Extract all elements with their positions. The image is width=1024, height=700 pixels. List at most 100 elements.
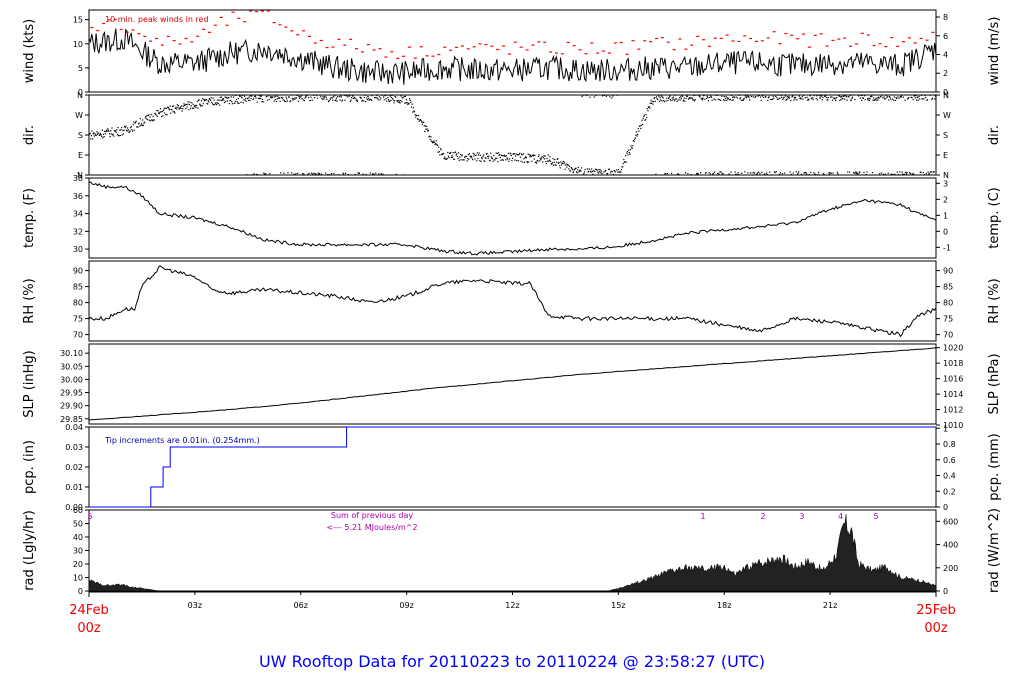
direction-point: [834, 98, 836, 100]
direction-point: [178, 108, 180, 110]
direction-point: [583, 171, 586, 173]
direction-point: [398, 99, 400, 102]
direction-point: [179, 106, 181, 108]
left-tick-label: 0.02: [65, 463, 83, 472]
direction-point: [769, 94, 771, 96]
direction-point: [140, 124, 142, 126]
direction-point: [458, 159, 460, 161]
direction-point: [459, 156, 461, 158]
left-axis-label: RH (%): [22, 278, 37, 323]
direction-point: [514, 159, 516, 161]
direction-point: [588, 170, 590, 172]
direction-point: [836, 97, 838, 99]
direction-point: [104, 133, 106, 135]
direction-point: [170, 112, 172, 114]
direction-point: [887, 96, 889, 98]
direction-point: [408, 103, 410, 105]
direction-point: [701, 97, 703, 100]
direction-point: [523, 158, 525, 160]
direction-point: [765, 96, 767, 98]
direction-point: [311, 99, 313, 101]
direction-point: [434, 144, 436, 146]
direction-point: [690, 174, 692, 176]
direction-point: [245, 100, 247, 102]
direction-point: [642, 117, 644, 120]
direction-point: [905, 173, 907, 175]
direction-point: [328, 101, 330, 103]
direction-point: [682, 100, 684, 102]
direction-point: [218, 99, 220, 101]
direction-point: [707, 100, 710, 102]
direction-point: [612, 173, 615, 176]
direction-point: [137, 126, 139, 128]
right-axis-label: pcp. (mm): [987, 433, 1002, 500]
direction-point: [785, 99, 787, 101]
left-tick-label: 36: [73, 192, 83, 201]
direction-point: [203, 98, 205, 101]
direction-point: [156, 115, 158, 117]
direction-point: [618, 171, 620, 173]
direction-point: [498, 154, 500, 156]
direction-point: [554, 158, 556, 161]
direction-point: [429, 135, 431, 137]
direction-point: [550, 160, 552, 162]
direction-point: [134, 122, 136, 124]
direction-point: [195, 106, 197, 109]
direction-point: [603, 171, 605, 173]
direction-point: [277, 95, 279, 97]
direction-point: [282, 99, 284, 101]
x-tick-label: 09z: [399, 601, 413, 610]
direction-point: [849, 94, 851, 97]
direction-point: [912, 98, 914, 101]
direction-point: [219, 96, 221, 98]
direction-point: [671, 97, 673, 99]
direction-point: [900, 95, 903, 97]
direction-point: [253, 98, 255, 100]
direction-point: [729, 99, 731, 101]
direction-point: [729, 98, 731, 101]
direction-point: [807, 99, 809, 101]
direction-point: [132, 130, 134, 132]
left-tick-label: 5: [78, 64, 83, 73]
direction-point: [712, 173, 714, 175]
direction-point: [406, 102, 408, 104]
direction-point: [619, 171, 621, 173]
direction-point: [632, 140, 635, 142]
direction-point: [576, 172, 578, 174]
direction-point: [861, 99, 863, 101]
direction-point: [456, 155, 458, 158]
direction-point: [839, 96, 841, 98]
direction-point: [99, 133, 102, 135]
direction-point: [234, 100, 236, 102]
hour-marker: 1: [701, 512, 706, 521]
direction-point: [487, 157, 489, 159]
direction-point: [531, 155, 534, 157]
direction-point: [743, 98, 745, 100]
direction-point: [914, 95, 916, 97]
direction-point: [155, 114, 157, 116]
right-axis-label: RH (%): [987, 278, 1002, 323]
precip-step-line: [89, 426, 936, 508]
direction-point: [142, 124, 144, 126]
direction-point: [247, 97, 249, 99]
direction-point: [796, 99, 798, 101]
direction-point: [375, 172, 377, 174]
direction-point: [222, 98, 224, 100]
direction-point: [866, 171, 868, 173]
direction-point: [647, 110, 649, 112]
direction-point: [307, 173, 309, 175]
direction-point: [772, 95, 774, 97]
direction-point: [192, 103, 194, 105]
direction-point: [207, 103, 209, 105]
direction-point: [416, 118, 419, 120]
direction-point: [387, 99, 390, 101]
direction-point: [602, 94, 604, 96]
direction-point: [197, 107, 199, 109]
right-tick-label: 0: [943, 503, 948, 512]
direction-point: [684, 172, 687, 174]
direction-point: [918, 95, 920, 97]
direction-point: [354, 173, 356, 176]
direction-point: [105, 130, 107, 133]
direction-point: [511, 159, 513, 162]
direction-point: [443, 157, 445, 160]
